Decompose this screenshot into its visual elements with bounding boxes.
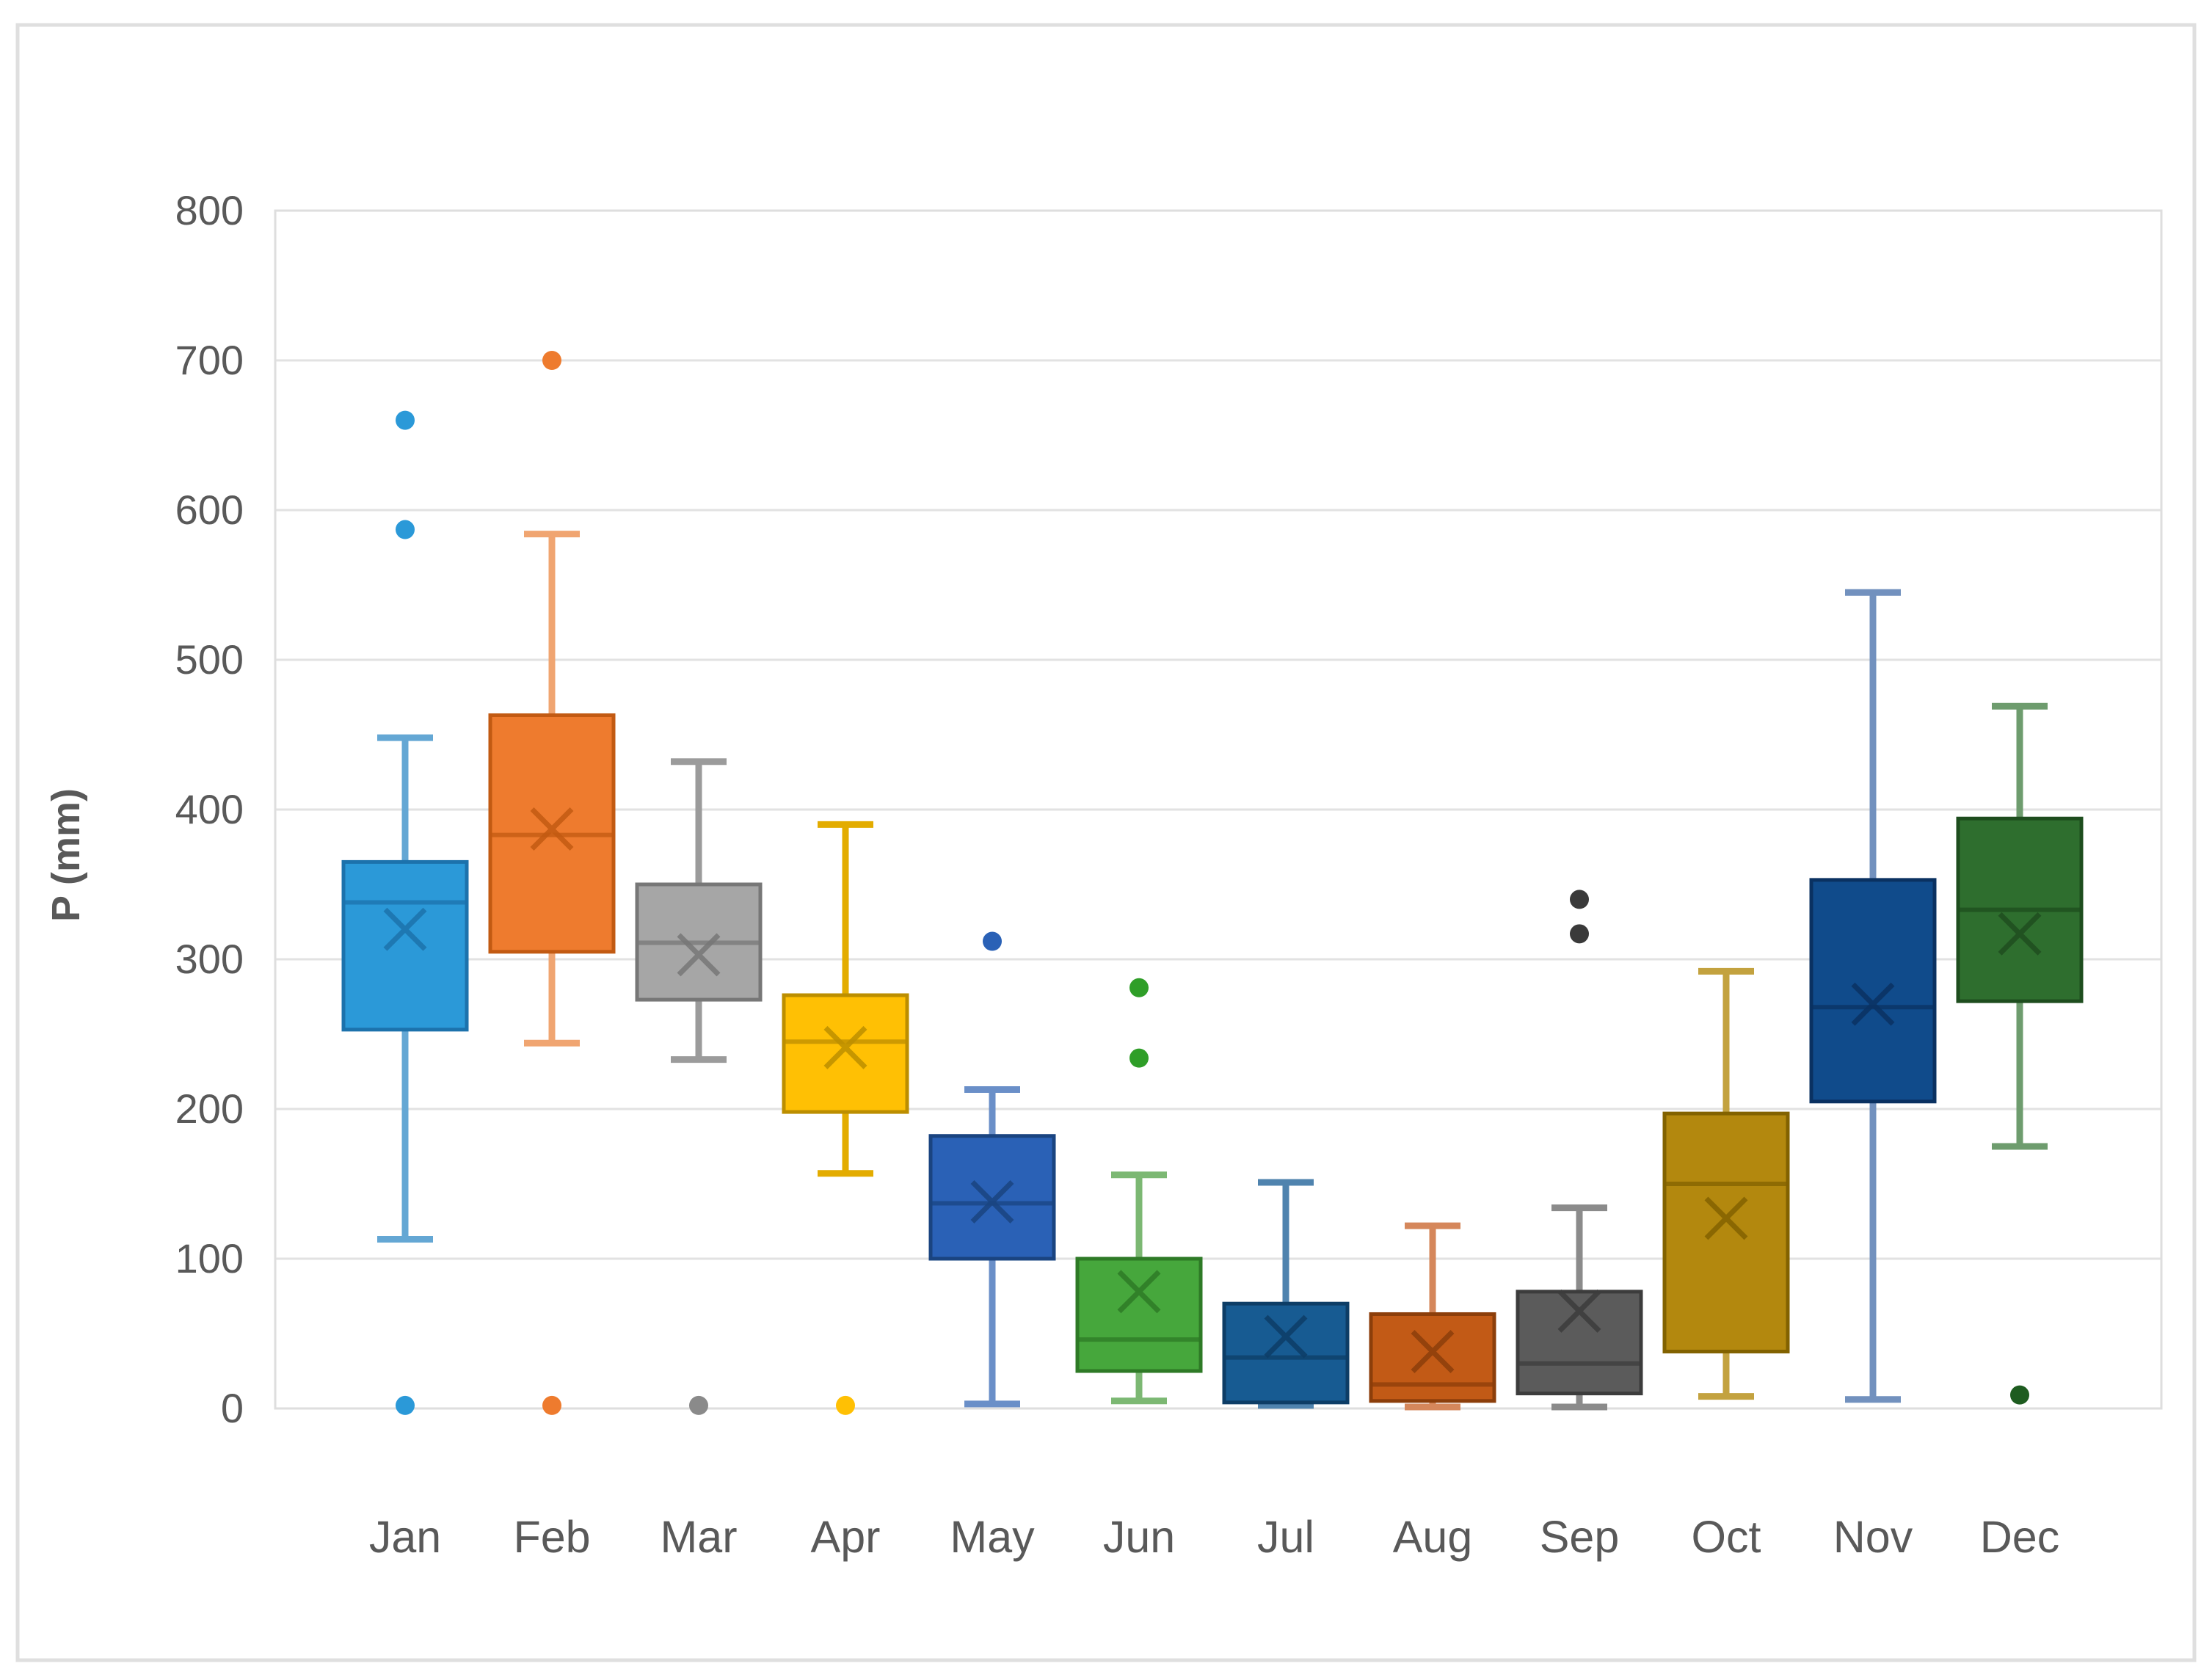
x-tick-label-feb: Feb <box>513 1512 590 1562</box>
x-tick-label-mar: Mar <box>660 1512 737 1562</box>
boxplot-jan: Jan <box>341 410 469 1562</box>
y-tick-label-500: 500 <box>175 636 244 683</box>
mean-x-marker <box>1851 982 1895 1026</box>
boxplot-jul: Jul <box>1222 1179 1350 1562</box>
x-tick-label-jun: Jun <box>1103 1512 1175 1562</box>
mean-x-marker <box>383 907 427 951</box>
x-tick-label-dec: Dec <box>1980 1512 2059 1562</box>
y-tick-label-0: 0 <box>221 1385 244 1431</box>
outlier-dot-0 <box>836 1395 855 1415</box>
x-tick-label-nov: Nov <box>1833 1512 1913 1562</box>
outlier-dot-1 <box>1129 1048 1149 1068</box>
mean-x-marker <box>970 1180 1014 1223</box>
y-axis-title: P (mm) <box>44 788 88 922</box>
outlier-dot-0 <box>689 1395 708 1415</box>
mean-x-marker <box>1704 1196 1748 1240</box>
y-tick-label-400: 400 <box>175 786 244 832</box>
iqr-box <box>782 993 909 1114</box>
y-tick-label-800: 800 <box>175 187 244 233</box>
outlier-dot-1 <box>542 1395 561 1415</box>
x-tick-label-may: May <box>950 1512 1035 1562</box>
outlier-dot-0 <box>396 410 415 430</box>
boxplot-jun: Jun <box>1075 978 1203 1562</box>
y-tick-label-600: 600 <box>175 487 244 533</box>
figure-border <box>15 23 2197 1662</box>
x-tick-label-apr: Apr <box>811 1512 881 1562</box>
outlier-dot-1 <box>396 520 415 539</box>
iqr-box <box>1662 1111 1790 1353</box>
x-tick-label-oct: Oct <box>1692 1512 1761 1562</box>
mean-x-marker <box>530 807 574 851</box>
outlier-dot-0 <box>1129 978 1149 997</box>
chart-root: 0 100 200 300 400 500 600 700 800 Jan Feb Mar Apr May… <box>15 23 2197 1662</box>
outlier-dot-0 <box>2010 1385 2029 1405</box>
y-tick-label-100: 100 <box>175 1235 244 1281</box>
y-tick-label-700: 700 <box>175 337 244 383</box>
iqr-box <box>928 1134 1056 1261</box>
outlier-dot-0 <box>983 931 1002 951</box>
boxplot-dec: Dec <box>1956 702 2084 1562</box>
iqr-box <box>1222 1301 1350 1405</box>
boxplot-apr: Apr <box>782 821 909 1562</box>
mean-x-marker <box>1264 1314 1308 1359</box>
outlier-dot-1 <box>1570 924 1589 944</box>
iqr-box <box>1369 1312 1496 1403</box>
iqr-box <box>341 859 469 1032</box>
iqr-box <box>1809 878 1937 1104</box>
mean-x-marker <box>1117 1270 1161 1314</box>
iqr-box <box>1516 1290 1643 1396</box>
outlier-dot-0 <box>542 351 561 370</box>
mean-x-marker <box>1998 912 2042 956</box>
y-tick-label-200: 200 <box>175 1086 244 1132</box>
mean-x-marker <box>823 1025 867 1069</box>
x-tick-label-sep: Sep <box>1540 1512 1620 1562</box>
boxplot-sep: Sep <box>1516 890 1643 1562</box>
boxplot-nov: Nov <box>1809 589 1937 1562</box>
iqr-box <box>1075 1257 1203 1373</box>
y-tick-label-300: 300 <box>175 936 244 982</box>
boxplot-may: May <box>928 931 1056 1562</box>
boxplot-mar: Mar <box>635 758 763 1562</box>
outlier-dot-0 <box>1570 890 1589 909</box>
x-tick-label-jan: Jan <box>369 1512 441 1562</box>
mean-x-marker <box>1557 1289 1601 1333</box>
x-tick-label-aug: Aug <box>1393 1512 1473 1562</box>
boxplot-feb: Feb <box>488 351 616 1562</box>
boxplot-aug: Aug <box>1369 1222 1496 1562</box>
plot-area-border <box>274 209 2163 1410</box>
outlier-dot-2 <box>396 1395 415 1415</box>
boxplot-oct: Oct <box>1662 967 1790 1562</box>
mean-x-marker <box>677 933 721 977</box>
mean-x-marker <box>1411 1330 1455 1373</box>
x-tick-label-jul: Jul <box>1257 1512 1314 1562</box>
